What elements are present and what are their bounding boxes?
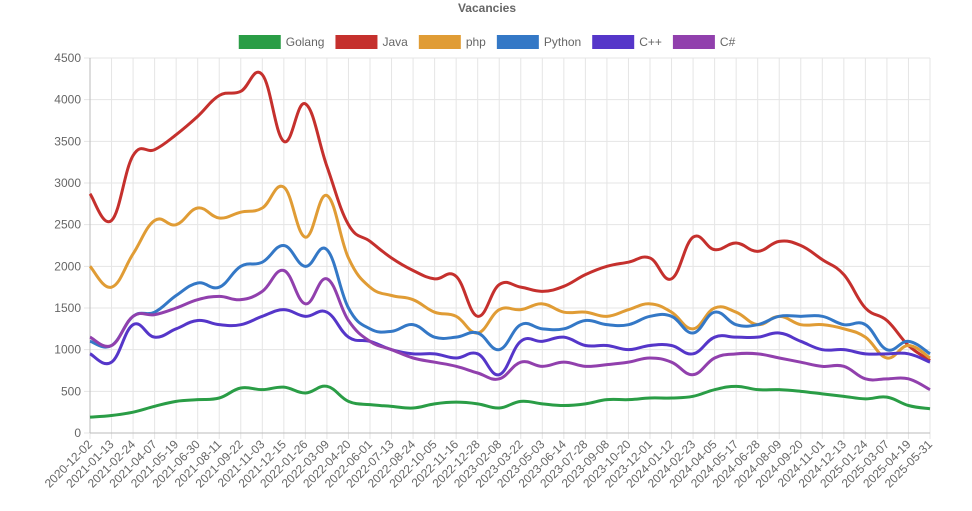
legend-swatch <box>335 35 378 49</box>
legend-swatch <box>592 35 635 49</box>
legend-label: Golang <box>286 35 325 49</box>
chart-title: Vacancies <box>458 1 516 15</box>
legend-swatch <box>418 35 461 49</box>
y-tick-label: 4500 <box>54 51 81 65</box>
y-tick-label: 0 <box>74 426 81 440</box>
legend-label: C++ <box>639 35 662 49</box>
legend-label: C# <box>720 35 736 49</box>
series-line <box>89 384 931 419</box>
series-line <box>88 70 931 362</box>
series-line <box>89 244 931 356</box>
legend-label: Java <box>382 35 408 49</box>
y-tick-label: 4000 <box>54 93 81 107</box>
legend-label: Python <box>544 35 581 49</box>
legend-label: php <box>466 35 486 49</box>
y-tick-label: 1000 <box>54 343 81 357</box>
y-tick-label: 1500 <box>54 301 81 315</box>
series-line <box>89 268 931 392</box>
y-tick-label: 3000 <box>54 176 81 190</box>
y-tick-label: 2000 <box>54 259 81 273</box>
y-tick-label: 2500 <box>54 218 81 232</box>
legend-swatch <box>238 35 281 49</box>
legend: Golang Java php Python C++ C# <box>238 35 736 49</box>
series-line <box>88 184 931 360</box>
series-line <box>89 308 931 377</box>
y-tick-label: 500 <box>61 384 81 398</box>
legend-swatch <box>672 35 715 49</box>
y-tick-label: 3500 <box>54 134 81 148</box>
legend-swatch <box>496 35 539 49</box>
